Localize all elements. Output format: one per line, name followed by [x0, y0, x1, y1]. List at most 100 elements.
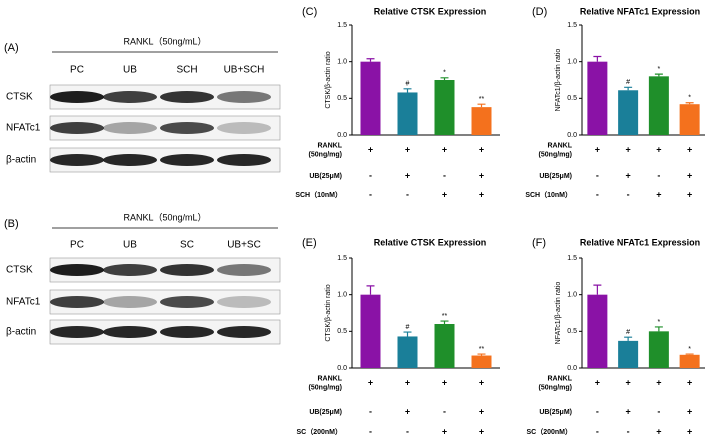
error-bar — [403, 88, 412, 93]
treatment-sign: + — [687, 406, 692, 416]
treatment-sign: + — [687, 170, 692, 180]
significance: ** — [442, 313, 448, 320]
lane-label: SCH — [176, 65, 197, 76]
significance: * — [443, 70, 446, 77]
treatment-sign: + — [479, 426, 484, 435]
treatment-sign: + — [405, 170, 410, 180]
treatment-sign: + — [368, 144, 373, 154]
y-tick-label: 0.0 — [337, 132, 347, 139]
error-bar — [624, 86, 633, 91]
bar — [434, 324, 455, 368]
treatment-sign: - — [369, 170, 372, 180]
band — [103, 154, 157, 166]
treatment-label: SC（200nM） — [296, 428, 342, 435]
band — [160, 296, 214, 308]
y-tick-label: 1.5 — [567, 22, 577, 29]
band — [160, 91, 214, 103]
band — [103, 264, 157, 276]
panel-label: (C) — [302, 6, 317, 18]
blot-header: RANKL（50ng/mL） — [123, 212, 206, 222]
band — [50, 326, 104, 338]
bar — [360, 294, 381, 368]
treatment-label: SCH（10nM） — [295, 191, 342, 199]
row-label: NFATc1 — [6, 123, 41, 134]
row-label: NFATc1 — [6, 297, 41, 308]
error-bar — [477, 103, 486, 108]
treatment-label: (50ng/mg) — [309, 384, 342, 391]
significance: * — [658, 319, 661, 326]
treatment-sign: + — [595, 144, 600, 154]
error-bar — [440, 320, 449, 324]
band — [103, 296, 157, 308]
bar — [618, 340, 639, 368]
error-bar — [685, 353, 694, 355]
lane-label: PC — [70, 240, 84, 251]
treatment-label: RANKL — [548, 375, 573, 382]
error-bar — [593, 55, 602, 62]
band — [50, 154, 104, 166]
band — [217, 296, 271, 308]
treatment-sign: - — [627, 426, 630, 435]
treatment-sign: + — [687, 189, 692, 199]
lane-label: UB+SCH — [224, 65, 265, 76]
error-bar — [366, 58, 375, 62]
treatment-sign: + — [656, 189, 661, 199]
bar — [397, 336, 418, 368]
treatment-sign: - — [596, 170, 599, 180]
treatment-sign: + — [442, 144, 447, 154]
treatment-sign: + — [656, 144, 661, 154]
panel-label: (A) — [4, 42, 19, 54]
treatment-sign: + — [656, 426, 661, 435]
treatment-sign: + — [479, 406, 484, 416]
treatment-sign: + — [479, 144, 484, 154]
treatment-sign: - — [406, 426, 409, 435]
error-bar — [593, 284, 602, 295]
blot-header: RANKL（50ng/mL） — [123, 36, 206, 46]
treatment-label: UB(25μM) — [309, 173, 342, 180]
error-bar — [440, 77, 449, 80]
band — [217, 326, 271, 338]
row-label: CTSK — [6, 265, 33, 276]
error-bar — [403, 331, 412, 337]
panel-label: (B) — [4, 218, 19, 230]
treatment-sign: - — [369, 426, 372, 435]
treatment-sign: - — [596, 426, 599, 435]
bar — [679, 354, 700, 368]
y-tick-label: 1.0 — [567, 292, 577, 299]
treatment-label: UB(25μM) — [309, 409, 342, 416]
y-axis-label: NFATc1/β-actin ratio — [555, 282, 562, 345]
bar — [587, 61, 608, 135]
treatment-sign: - — [369, 406, 372, 416]
lane-label: UB+SC — [227, 240, 261, 251]
treatment-sign: + — [625, 170, 630, 180]
significance: # — [626, 329, 630, 336]
treatment-sign: + — [479, 189, 484, 199]
treatment-sign: + — [687, 377, 692, 387]
treatment-sign: + — [479, 377, 484, 387]
panel-label: (F) — [532, 237, 546, 249]
treatment-sign: + — [595, 377, 600, 387]
treatment-sign: + — [687, 144, 692, 154]
treatment-label: RANKL — [548, 142, 573, 149]
significance: # — [626, 79, 630, 86]
y-tick-label: 1.5 — [567, 255, 577, 262]
y-tick-label: 1.5 — [337, 22, 347, 29]
row-label: β-actin — [6, 155, 36, 166]
band — [103, 326, 157, 338]
band — [217, 91, 271, 103]
chart-title: Relative CTSK Expression — [374, 237, 487, 247]
row-label: β-actin — [6, 327, 36, 338]
band — [50, 296, 104, 308]
band — [160, 122, 214, 134]
treatment-sign: + — [442, 377, 447, 387]
bar — [587, 294, 608, 368]
y-axis-label: CTSK/β-actin ratio — [325, 284, 332, 341]
treatment-label: RANKL — [318, 142, 343, 149]
treatment-label: (50ng/mg) — [539, 384, 572, 391]
error-bar — [477, 353, 486, 356]
y-tick-label: 1.5 — [337, 255, 347, 262]
bar — [397, 92, 418, 135]
bar — [471, 355, 492, 368]
treatment-sign: - — [657, 170, 660, 180]
